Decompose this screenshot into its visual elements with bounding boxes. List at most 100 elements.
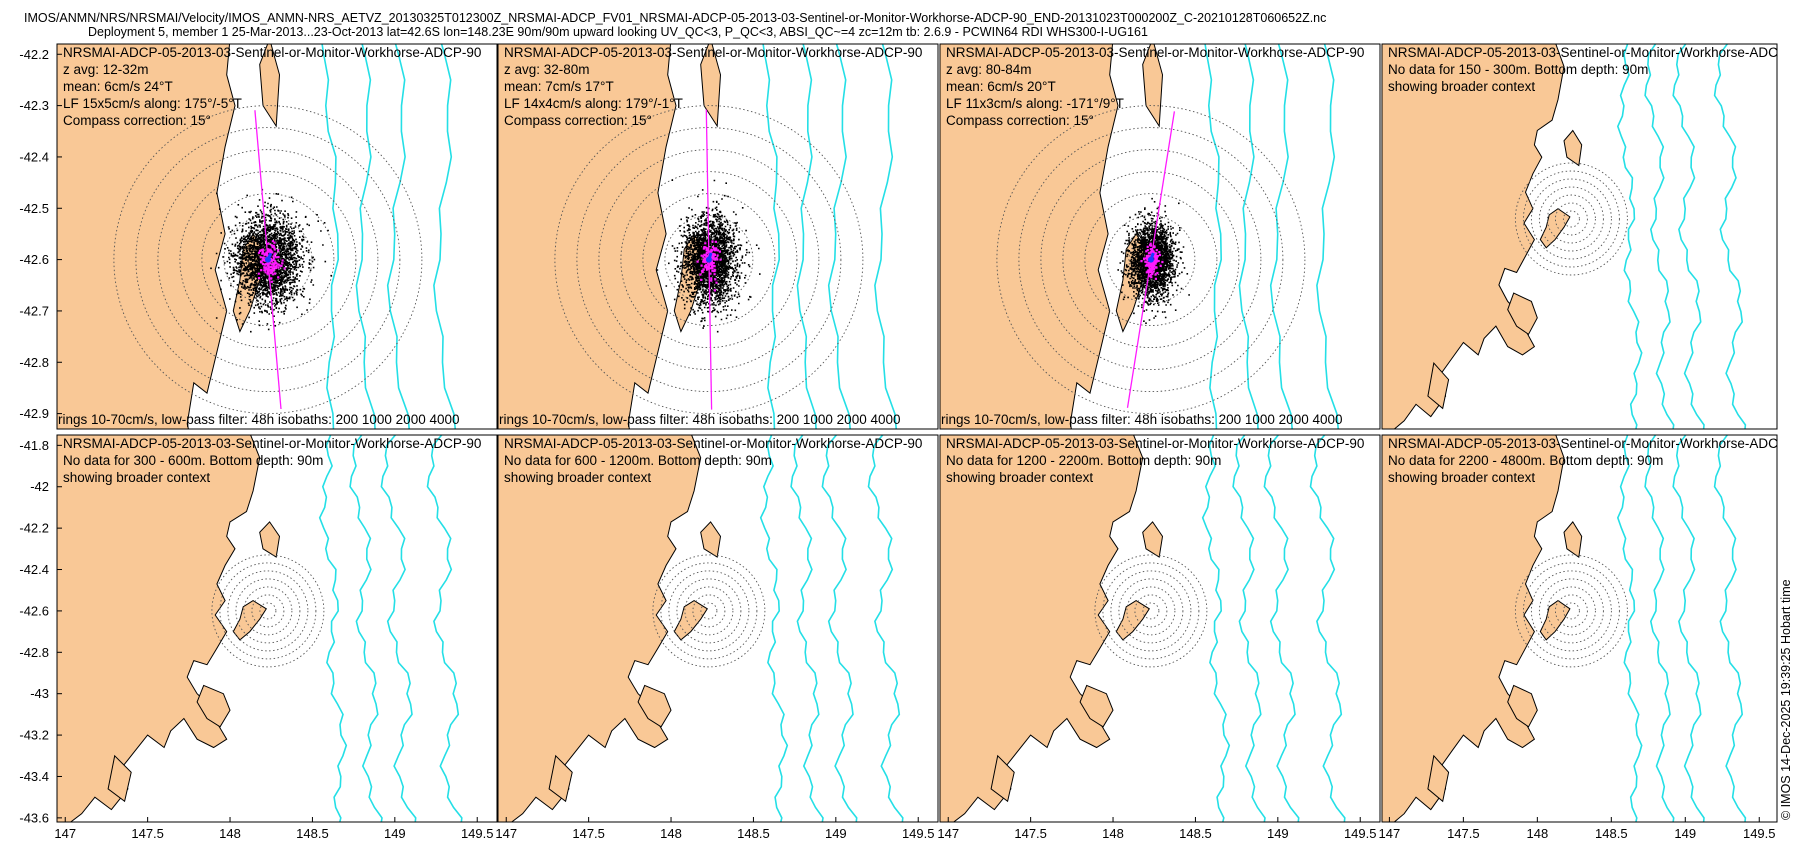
x-tick-label: 148 (1102, 826, 1124, 841)
panel-info-line: Compass correction: 15° (504, 113, 652, 128)
velocity-scatter (210, 188, 332, 333)
speed-ring-70 (652, 554, 766, 668)
tasman-peninsula (1507, 292, 1538, 336)
panel-footer-legend: rings 10-70cm/s, low-pass filter: 48h is… (58, 412, 460, 427)
speed-ring-40 (620, 171, 798, 349)
speed-ring-30 (1126, 586, 1176, 636)
speed-ring-30 (684, 586, 734, 636)
speed-ring-20 (1554, 202, 1588, 236)
isobath-line-2 (1232, 435, 1266, 822)
panel-info-line: LF 14x4cm/s along: 179°/-1°T (504, 96, 683, 111)
isobath-line-4 (867, 435, 904, 822)
isobath-line-4 (1713, 435, 1747, 822)
maria-island (232, 600, 267, 641)
speed-ring-40 (235, 578, 301, 644)
bruny-island (990, 754, 1015, 803)
file-path-title: IMOS/ANMN/NRS/NRSMAI/Velocity/IMOS_ANMN-… (24, 11, 1326, 25)
speed-ring-10 (686, 237, 732, 283)
lowpass-scatter (257, 240, 286, 283)
freycinet-peninsula (259, 521, 281, 558)
map-layer: NRSMAI-ADCP-05-2013-03-Sentinel-or-Monit… (1382, 435, 1777, 822)
mooring-marker (1147, 256, 1154, 263)
speed-ring-70 (211, 554, 325, 668)
mooring-marker (264, 256, 271, 263)
panel-info-line: z avg: 12-32m (63, 62, 149, 77)
freycinet-peninsula (700, 521, 722, 558)
panel-frame (56, 43, 498, 430)
panel-frame (939, 43, 1381, 430)
tasman-peninsula (1079, 684, 1114, 728)
panel-info-line: showing broader context (1388, 79, 1535, 94)
panel-title: NRSMAI-ADCP-05-2013-03-Sentinel-or-Monit… (63, 45, 481, 60)
isobath-line-1 (321, 44, 340, 429)
panel-frame (939, 434, 1381, 823)
speed-ring-40 (1538, 578, 1604, 644)
x-tick-label: 148.5 (1179, 826, 1212, 841)
isobath-line-3 (1263, 435, 1300, 822)
x-tick-label: 149 (825, 826, 847, 841)
map-layer: NRSMAI-ADCP-05-2013-03-Sentinel-or-Monit… (498, 435, 938, 822)
maria-island (1539, 599, 1571, 641)
map-layer: NRSMAI-ADCP-05-2013-03-Sentinel-or-Monit… (940, 44, 1380, 429)
isobath-line-2 (790, 435, 824, 822)
isobath-line-4 (1713, 44, 1747, 429)
x-tick-label: 149.5 (1344, 826, 1377, 841)
panel-top-2: NRSMAI-ADCP-05-2013-03-Sentinel-or-Monit… (497, 43, 939, 430)
panel-info-line: No data for 600 - 1200m. Bottom depth: 9… (504, 453, 772, 468)
panel-top-3: NRSMAI-ADCP-05-2013-03-Sentinel-or-Monit… (939, 43, 1381, 430)
panel-frame (1381, 434, 1778, 823)
panel-info-line: LF 15x5cm/s along: 175°/-5°T (63, 96, 242, 111)
map-layer: NRSMAI-ADCP-05-2013-03-Sentinel-or-Monit… (57, 435, 497, 822)
coast-landmass (940, 44, 1119, 429)
speed-ring-60 (135, 127, 401, 393)
speed-ring-30 (1084, 193, 1218, 327)
panel-info-line: z avg: 80-84m (946, 62, 1032, 77)
speed-ring-60 (1522, 170, 1620, 268)
x-tick-label: 147.5 (572, 826, 605, 841)
x-tick-label: 149 (1674, 826, 1696, 841)
bruny-island (1427, 754, 1450, 803)
speed-ring-60 (1522, 562, 1620, 660)
maria-island (1115, 600, 1150, 641)
panel-frame (497, 43, 939, 430)
isobath-line-2 (349, 435, 383, 822)
panel-info-line: showing broader context (1388, 470, 1535, 485)
isobath-line-2 (796, 44, 817, 429)
speed-ring-70 (996, 105, 1306, 415)
x-tick-label: 147 (54, 826, 76, 841)
y-tick-label: -42.5 (19, 201, 49, 216)
speed-ring-70 (113, 105, 423, 415)
isobath-line-4 (433, 44, 457, 429)
y-tick-label: -43.6 (19, 810, 49, 825)
isobath-line-4 (1309, 435, 1346, 822)
panel-frame (1381, 43, 1778, 430)
x-tick-label: 147 (937, 826, 959, 841)
panel-bottom-2: NRSMAI-ADCP-05-2013-03-Sentinel-or-Monit… (495, 434, 939, 841)
y-tick-label: -42.2 (19, 47, 49, 62)
speed-ring-20 (223, 215, 313, 305)
panel-frame (56, 434, 498, 823)
y-tick-label: -42.4 (19, 149, 49, 164)
freycinet-peninsula (1563, 521, 1583, 558)
speed-ring-10 (700, 602, 718, 620)
panel-title: NRSMAI-ADCP-05-2013-03-Sentinel-or-Monit… (504, 45, 922, 60)
speed-ring-60 (660, 562, 758, 660)
panel-info-line: No data for 2200 - 4800m. Bottom depth: … (1388, 453, 1663, 468)
x-tick-label: 147.5 (1014, 826, 1047, 841)
coast-landmass (57, 44, 236, 429)
isobath-line-1 (318, 435, 348, 822)
isobath-line-3 (386, 44, 410, 429)
y-tick-label: -42.8 (19, 355, 49, 370)
isobath-line-1 (1201, 435, 1231, 822)
mooring-marker (705, 256, 712, 263)
bruny-island (107, 754, 132, 803)
panel-title: NRSMAI-ADCP-05-2013-03-Sentinel-or-Monit… (504, 436, 922, 451)
bruny-island (548, 754, 573, 803)
panel-bottom-3: NRSMAI-ADCP-05-2013-03-Sentinel-or-Monit… (937, 434, 1381, 841)
y-tick-label: -43 (30, 686, 49, 701)
isobath-line-2 (355, 44, 376, 429)
panel-info-line: No data for 1200 - 2200m. Bottom depth: … (946, 453, 1221, 468)
speed-ring-70 (1514, 162, 1628, 276)
